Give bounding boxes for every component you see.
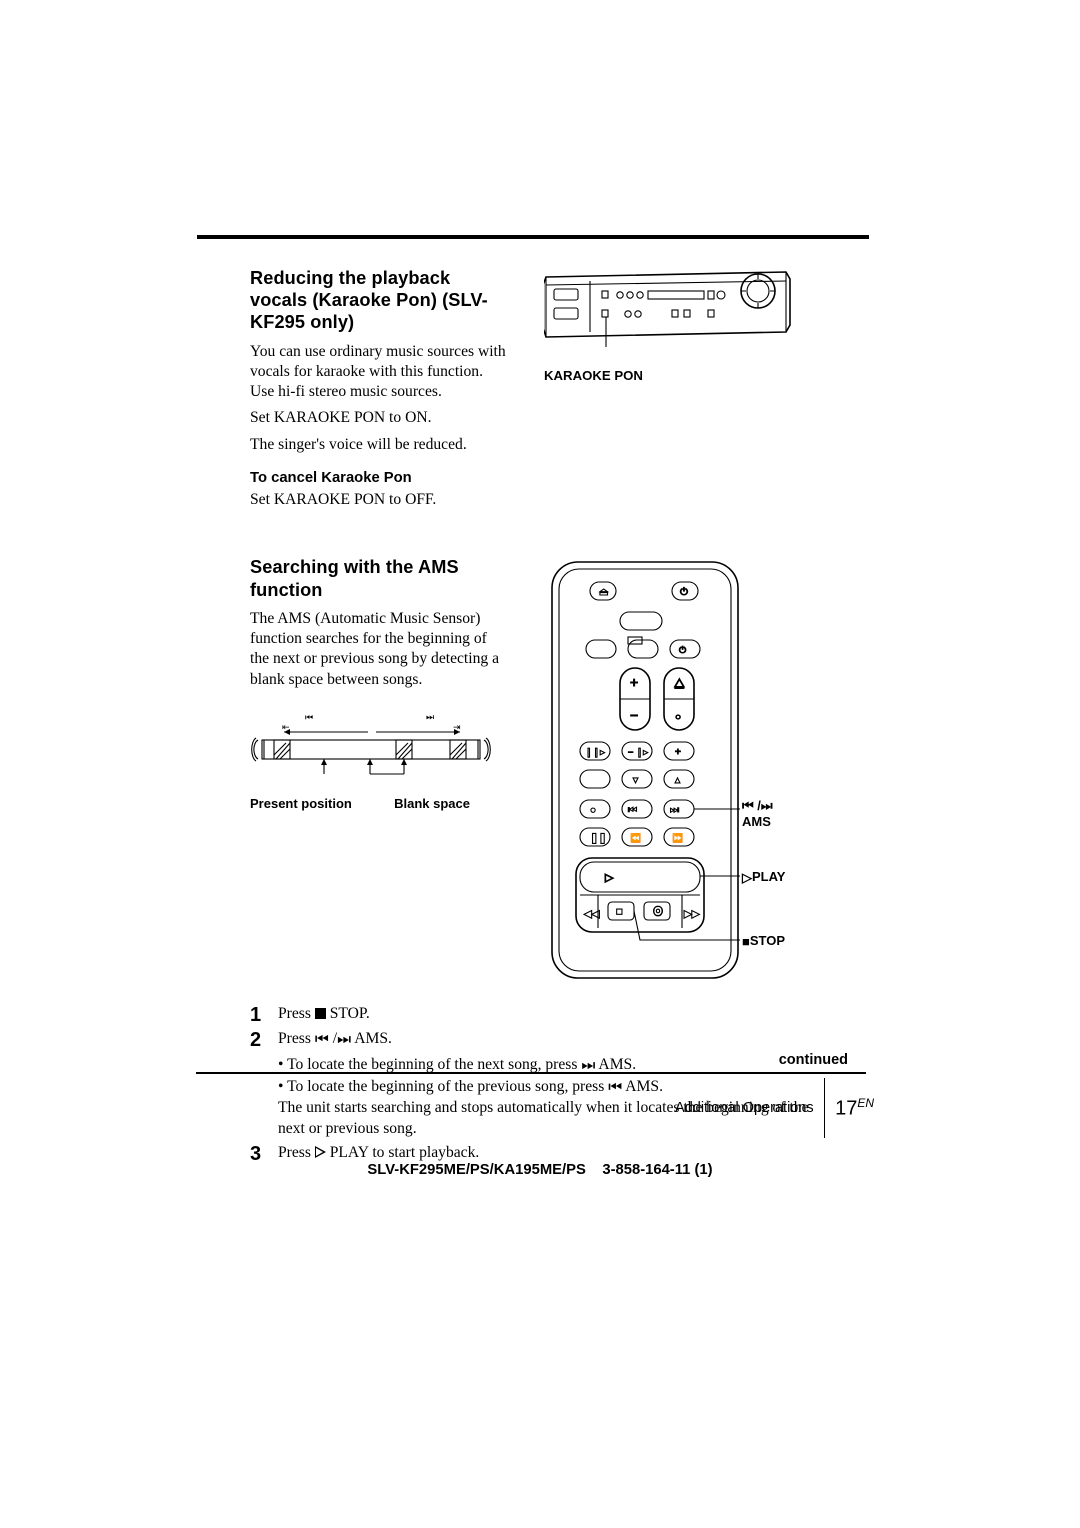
play-icon: ▷ bbox=[742, 870, 752, 886]
part-number: 3-858-164-11 (1) bbox=[602, 1162, 712, 1178]
stop-icon: ■ bbox=[742, 934, 750, 949]
svg-text:●: ● bbox=[590, 805, 596, 816]
continued-rule: continued bbox=[196, 1054, 866, 1074]
continued-label: continued bbox=[779, 1052, 866, 1068]
para: You can use ordinary music sources with … bbox=[250, 342, 508, 403]
tape-figure: ⏮ ⏭ ⇤ ⇥ bbox=[250, 710, 492, 792]
para: The AMS (Automatic Music Sensor) functio… bbox=[250, 609, 508, 690]
svg-text:⏩: ⏩ bbox=[672, 832, 683, 843]
callout-ams-icons: ⏮ /⏭ bbox=[742, 798, 773, 813]
heading-ams: Searching with the AMS function bbox=[250, 556, 508, 600]
step-body: Press STOP. bbox=[278, 1004, 810, 1025]
remote-figure: ⏏ ⏻ bbox=[550, 560, 740, 980]
svg-text:◀◀: ◀◀ bbox=[584, 909, 600, 920]
figure-label-karaoke: KARAOKE PON bbox=[544, 368, 854, 383]
svg-text:⏻: ⏻ bbox=[680, 587, 688, 598]
model: SLV-KF295ME/PS/KA195ME/PS bbox=[367, 1162, 585, 1178]
svg-text:⏪: ⏪ bbox=[630, 832, 641, 843]
para: Set KARAOKE PON to ON. bbox=[250, 408, 508, 428]
page-lang: EN bbox=[857, 1096, 874, 1110]
stop-icon bbox=[315, 1008, 326, 1019]
svg-text:❚❚: ❚❚ bbox=[590, 833, 607, 844]
svg-text:■: ■ bbox=[616, 906, 623, 918]
svg-text:⏮: ⏮ bbox=[628, 805, 637, 816]
callout-play: PLAY bbox=[752, 869, 785, 884]
subheading-cancel: To cancel Karaoke Pon bbox=[250, 469, 508, 488]
svg-text:− ❙▸: − ❙▸ bbox=[628, 747, 648, 758]
page-number: 17 bbox=[835, 1097, 857, 1119]
svg-text:○: ○ bbox=[675, 712, 681, 723]
svg-text:⏮: ⏮ bbox=[305, 712, 313, 722]
footer-section: Additional Operations bbox=[675, 1100, 814, 1116]
svg-text:⏏: ⏏ bbox=[599, 587, 608, 598]
tape-label-present: Present position bbox=[250, 796, 352, 811]
svg-text:⇤: ⇤ bbox=[282, 722, 290, 732]
svg-text:−: − bbox=[630, 707, 638, 723]
callout-ams: AMS bbox=[742, 814, 771, 829]
play-icon bbox=[315, 1146, 326, 1158]
page-footer: Additional Operations 17EN bbox=[675, 1078, 874, 1138]
svg-text:⇥: ⇥ bbox=[453, 722, 461, 732]
svg-text:▶▶: ▶▶ bbox=[684, 909, 700, 920]
svg-text:⦿: ⦿ bbox=[653, 906, 663, 918]
top-rule bbox=[197, 235, 869, 239]
vcr-figure bbox=[544, 269, 792, 354]
svg-text:⧋: ⧋ bbox=[674, 676, 685, 690]
svg-text:❙❙▸: ❙❙▸ bbox=[585, 747, 605, 758]
svg-text:▴: ▴ bbox=[675, 775, 680, 786]
callout-stop: STOP bbox=[750, 933, 785, 948]
tape-label-blank: Blank space bbox=[394, 796, 470, 811]
para: Set KARAOKE PON to OFF. bbox=[250, 490, 508, 510]
svg-text:⏻: ⏻ bbox=[679, 645, 686, 655]
step-number: 1 bbox=[250, 1005, 278, 1025]
para: The singer's voice will be reduced. bbox=[250, 435, 508, 455]
footer-separator bbox=[824, 1078, 825, 1138]
svg-text:▾: ▾ bbox=[633, 775, 638, 786]
svg-text:⏭: ⏭ bbox=[670, 805, 679, 816]
model-line: SLV-KF295ME/PS/KA195ME/PS 3-858-164-11 (… bbox=[0, 1162, 1080, 1178]
svg-text:+: + bbox=[675, 747, 681, 758]
svg-text:+: + bbox=[630, 674, 638, 690]
svg-text:⏭: ⏭ bbox=[426, 712, 434, 722]
heading-karaoke: Reducing the playback vocals (Karaoke Po… bbox=[250, 267, 508, 334]
svg-text:▷: ▷ bbox=[605, 872, 614, 884]
step-number: 2 bbox=[250, 1030, 278, 1139]
